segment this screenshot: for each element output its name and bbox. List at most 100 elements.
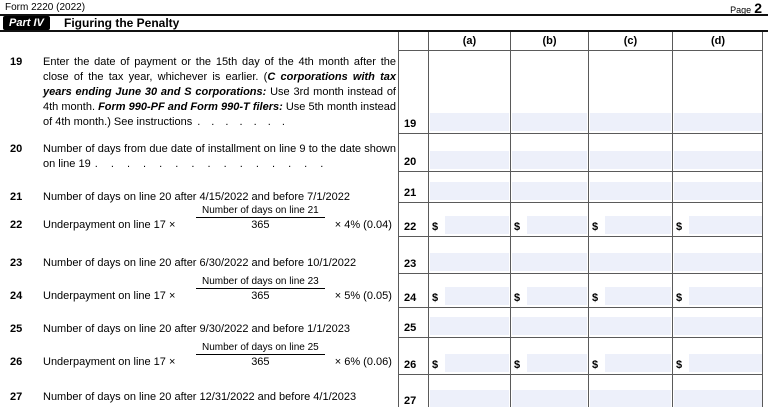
entry-field-25b[interactable] xyxy=(512,317,587,335)
dollar-sign-26d: $ xyxy=(676,359,683,371)
entry-field-25c[interactable] xyxy=(590,317,671,335)
cell-26d: $ xyxy=(673,337,763,374)
line-22-prefix: Underpayment on line 17 × xyxy=(43,219,176,231)
cell-22b: $ xyxy=(511,202,589,236)
entry-field-26b[interactable] xyxy=(527,354,587,372)
line-19-dot-leader: . . . . . . . xyxy=(197,116,289,128)
line-20-text: Number of days from due date of installm… xyxy=(43,142,396,172)
entry-field-23a[interactable] xyxy=(430,253,509,271)
column-header-label-b: (b) xyxy=(542,35,557,47)
row-number-27: 27 xyxy=(404,395,417,407)
entry-field-26a[interactable] xyxy=(445,354,509,372)
page-word: Page xyxy=(730,5,752,15)
cell-20b xyxy=(511,133,589,171)
entry-field-21a[interactable] xyxy=(430,182,509,200)
dollar-sign-22c: $ xyxy=(592,221,599,233)
line-19-seg-0: Enter the date of payment or the 15th da… xyxy=(43,56,396,83)
line-19-text: Enter the date of payment or the 15th da… xyxy=(43,55,396,130)
table-row-24: 24 $ $ $ $ xyxy=(399,273,762,308)
line-26-numerator: Number of days on line 25 xyxy=(196,341,325,355)
penalty-table: (a) (b) (c) (d) 19 20 21 22 $ $ $ $23 24 $ $ $ $25 26 $ $ $ $… xyxy=(398,32,763,407)
line-27-number: 27 xyxy=(10,391,23,403)
column-header-label-d: (d) xyxy=(710,35,726,47)
entry-field-19b[interactable] xyxy=(512,113,587,131)
entry-field-24a[interactable] xyxy=(445,287,509,305)
cell-26c: $ xyxy=(589,337,673,374)
entry-field-25d[interactable] xyxy=(674,317,762,335)
entry-field-22d[interactable] xyxy=(689,216,762,234)
entry-field-24b[interactable] xyxy=(527,287,587,305)
header-corner-cell xyxy=(399,32,429,50)
line-25-text: Number of days on line 20 after 9/30/202… xyxy=(43,323,350,335)
line-21: 21 Number of days on line 20 after 4/15/… xyxy=(10,190,396,205)
cell-26b: $ xyxy=(511,337,589,374)
entry-field-20b[interactable] xyxy=(512,151,587,169)
dollar-sign-26c: $ xyxy=(592,359,599,371)
entry-field-23d[interactable] xyxy=(674,253,762,271)
entry-field-19a[interactable] xyxy=(430,113,509,131)
line-22: 22 Underpayment on line 17 × Number of d… xyxy=(10,204,392,232)
entry-field-23c[interactable] xyxy=(590,253,671,271)
entry-field-22b[interactable] xyxy=(527,216,587,234)
entry-field-27a[interactable] xyxy=(430,390,509,407)
entry-field-24c[interactable] xyxy=(605,287,671,305)
entry-field-26d[interactable] xyxy=(689,354,762,372)
entry-field-21d[interactable] xyxy=(674,182,762,200)
cell-24c: $ xyxy=(589,273,673,307)
entry-field-24d[interactable] xyxy=(689,287,762,305)
line-24-prefix: Underpayment on line 17 × xyxy=(43,290,176,302)
cell-27d xyxy=(673,374,763,407)
cell-24b: $ xyxy=(511,273,589,307)
cell-22d: $ xyxy=(673,202,763,236)
cell-25-num: 25 xyxy=(399,307,429,337)
entry-field-19c[interactable] xyxy=(590,113,671,131)
table-row-20: 20 xyxy=(399,133,762,172)
entry-field-21c[interactable] xyxy=(590,182,671,200)
cell-25c xyxy=(589,307,673,337)
table-row-27: 27 xyxy=(399,374,762,407)
entry-field-23b[interactable] xyxy=(512,253,587,271)
column-header-a: (a) xyxy=(429,32,511,50)
line-26-fraction: Number of days on line 25 365 xyxy=(196,341,325,369)
entry-field-22c[interactable] xyxy=(605,216,671,234)
line-23: 23 Number of days on line 20 after 6/30/… xyxy=(10,256,396,271)
column-header-c: (c) xyxy=(589,32,673,50)
entry-field-25a[interactable] xyxy=(430,317,509,335)
line-26: 26 Underpayment on line 17 × Number of d… xyxy=(10,341,392,369)
cell-27c xyxy=(589,374,673,407)
cell-19a xyxy=(429,50,511,133)
cell-21d xyxy=(673,171,763,202)
line-23-text: Number of days on line 20 after 6/30/202… xyxy=(43,257,357,269)
cell-27b xyxy=(511,374,589,407)
cell-25d xyxy=(673,307,763,337)
entry-field-21b[interactable] xyxy=(512,182,587,200)
table-row-21: 21 xyxy=(399,171,762,203)
entry-field-22a[interactable] xyxy=(445,216,509,234)
line-19-seg-4: Use 5th month instead of 4th month.) See… xyxy=(43,101,396,128)
page-reference: Page 2 xyxy=(730,0,762,16)
dollar-sign-22b: $ xyxy=(514,221,521,233)
row-number-20: 20 xyxy=(404,156,417,168)
cell-27-num: 27 xyxy=(399,374,429,407)
entry-field-19d[interactable] xyxy=(674,113,762,131)
cell-21b xyxy=(511,171,589,202)
entry-field-20c[interactable] xyxy=(590,151,671,169)
entry-field-27c[interactable] xyxy=(590,390,671,407)
cell-22-num: 22 xyxy=(399,202,429,236)
line-19: 19 Enter the date of payment or the 15th… xyxy=(10,55,396,130)
line-24-rate: × 5% (0.05) xyxy=(334,290,392,302)
entry-field-20a[interactable] xyxy=(430,151,509,169)
cell-23d xyxy=(673,236,763,273)
entry-field-27b[interactable] xyxy=(512,390,587,407)
line-20: 20 Number of days from due date of insta… xyxy=(10,142,396,172)
cell-26a: $ xyxy=(429,337,511,374)
form-id-label: Form 2220 (2022) xyxy=(5,2,86,13)
cell-25a xyxy=(429,307,511,337)
cell-19-num: 19 xyxy=(399,50,429,133)
entry-field-20d[interactable] xyxy=(674,151,762,169)
line-24-numerator: Number of days on line 23 xyxy=(196,275,325,289)
entry-field-26c[interactable] xyxy=(605,354,671,372)
entry-field-27d[interactable] xyxy=(674,390,762,407)
part-iv-badge: Part IV xyxy=(3,16,50,30)
